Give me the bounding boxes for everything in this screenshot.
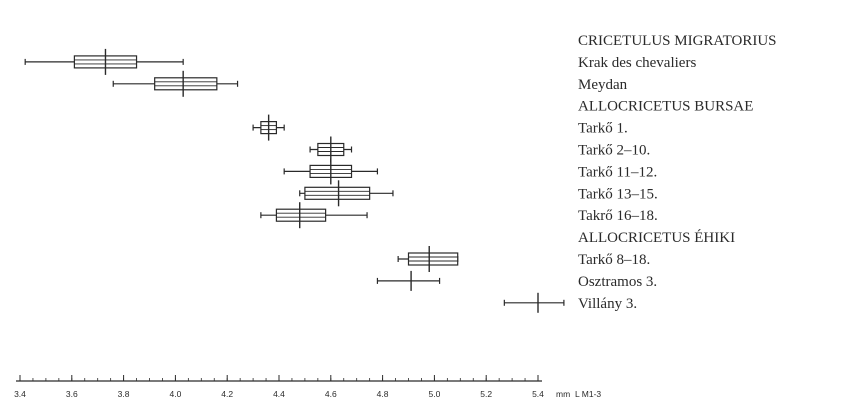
row-label: Tarkő 13–15.	[578, 186, 658, 202]
x-tick-label: 4.2	[221, 389, 233, 399]
x-tick-label: 5.4	[532, 389, 544, 399]
x-tick-label: 4.4	[273, 389, 285, 399]
row-label: Takrő 16–18.	[578, 208, 658, 224]
box-plot-row	[397, 246, 459, 272]
box-plot-row	[112, 70, 239, 97]
x-tick-label: 4.8	[377, 389, 389, 399]
box-plot-row	[283, 158, 379, 185]
x-axis-measure-label: L M1-3	[575, 389, 601, 399]
row-label: Krak des chevaliers	[578, 55, 696, 71]
box-plot-row	[252, 114, 285, 141]
x-axis: 3.4 3.6 3.8 4.0 4.2 4.4 4.6 4.8 5.0 5.2 5.4 mm L M1-…	[14, 375, 601, 399]
box-plot-row	[24, 48, 184, 75]
box-plot-row	[503, 292, 565, 313]
group-heading: ALLOCRICETUS ÉHIKI	[578, 229, 735, 246]
x-tick-label: 3.4	[14, 389, 26, 399]
box-plot-row	[376, 270, 441, 291]
row-label: Villány 3.	[578, 296, 637, 312]
x-axis-unit-label: mm	[556, 389, 570, 399]
row-label: Tarkő 8–18.	[578, 252, 650, 268]
box	[407, 252, 459, 266]
plot-area	[24, 48, 565, 313]
box-plot-row	[299, 180, 394, 207]
x-tick-label: 5.2	[480, 389, 492, 399]
row-labels: CRICETULUS MIGRATORIUS Krak des chevalier…	[578, 33, 777, 312]
row-label: Meydan	[578, 77, 628, 93]
row-label: Tarkő 1.	[578, 121, 628, 137]
row-label: Tarkő 11–12.	[578, 164, 657, 180]
x-tick-label: 5.0	[428, 389, 440, 399]
x-tick-label: 4.6	[325, 389, 337, 399]
group-heading: ALLOCRICETUS BURSAE	[578, 99, 753, 115]
box-plot-row	[260, 202, 368, 229]
x-tick-label: 3.8	[118, 389, 130, 399]
row-label: Osztramos 3.	[578, 274, 657, 290]
x-tick-label: 3.6	[66, 389, 78, 399]
box	[275, 208, 327, 222]
row-label: Tarkő 2–10.	[578, 143, 650, 159]
group-heading: CRICETULUS MIGRATORIUS	[578, 33, 777, 49]
box	[304, 186, 371, 200]
box-plot-row	[309, 136, 353, 163]
box	[154, 77, 218, 91]
x-tick-label: 4.0	[169, 389, 181, 399]
